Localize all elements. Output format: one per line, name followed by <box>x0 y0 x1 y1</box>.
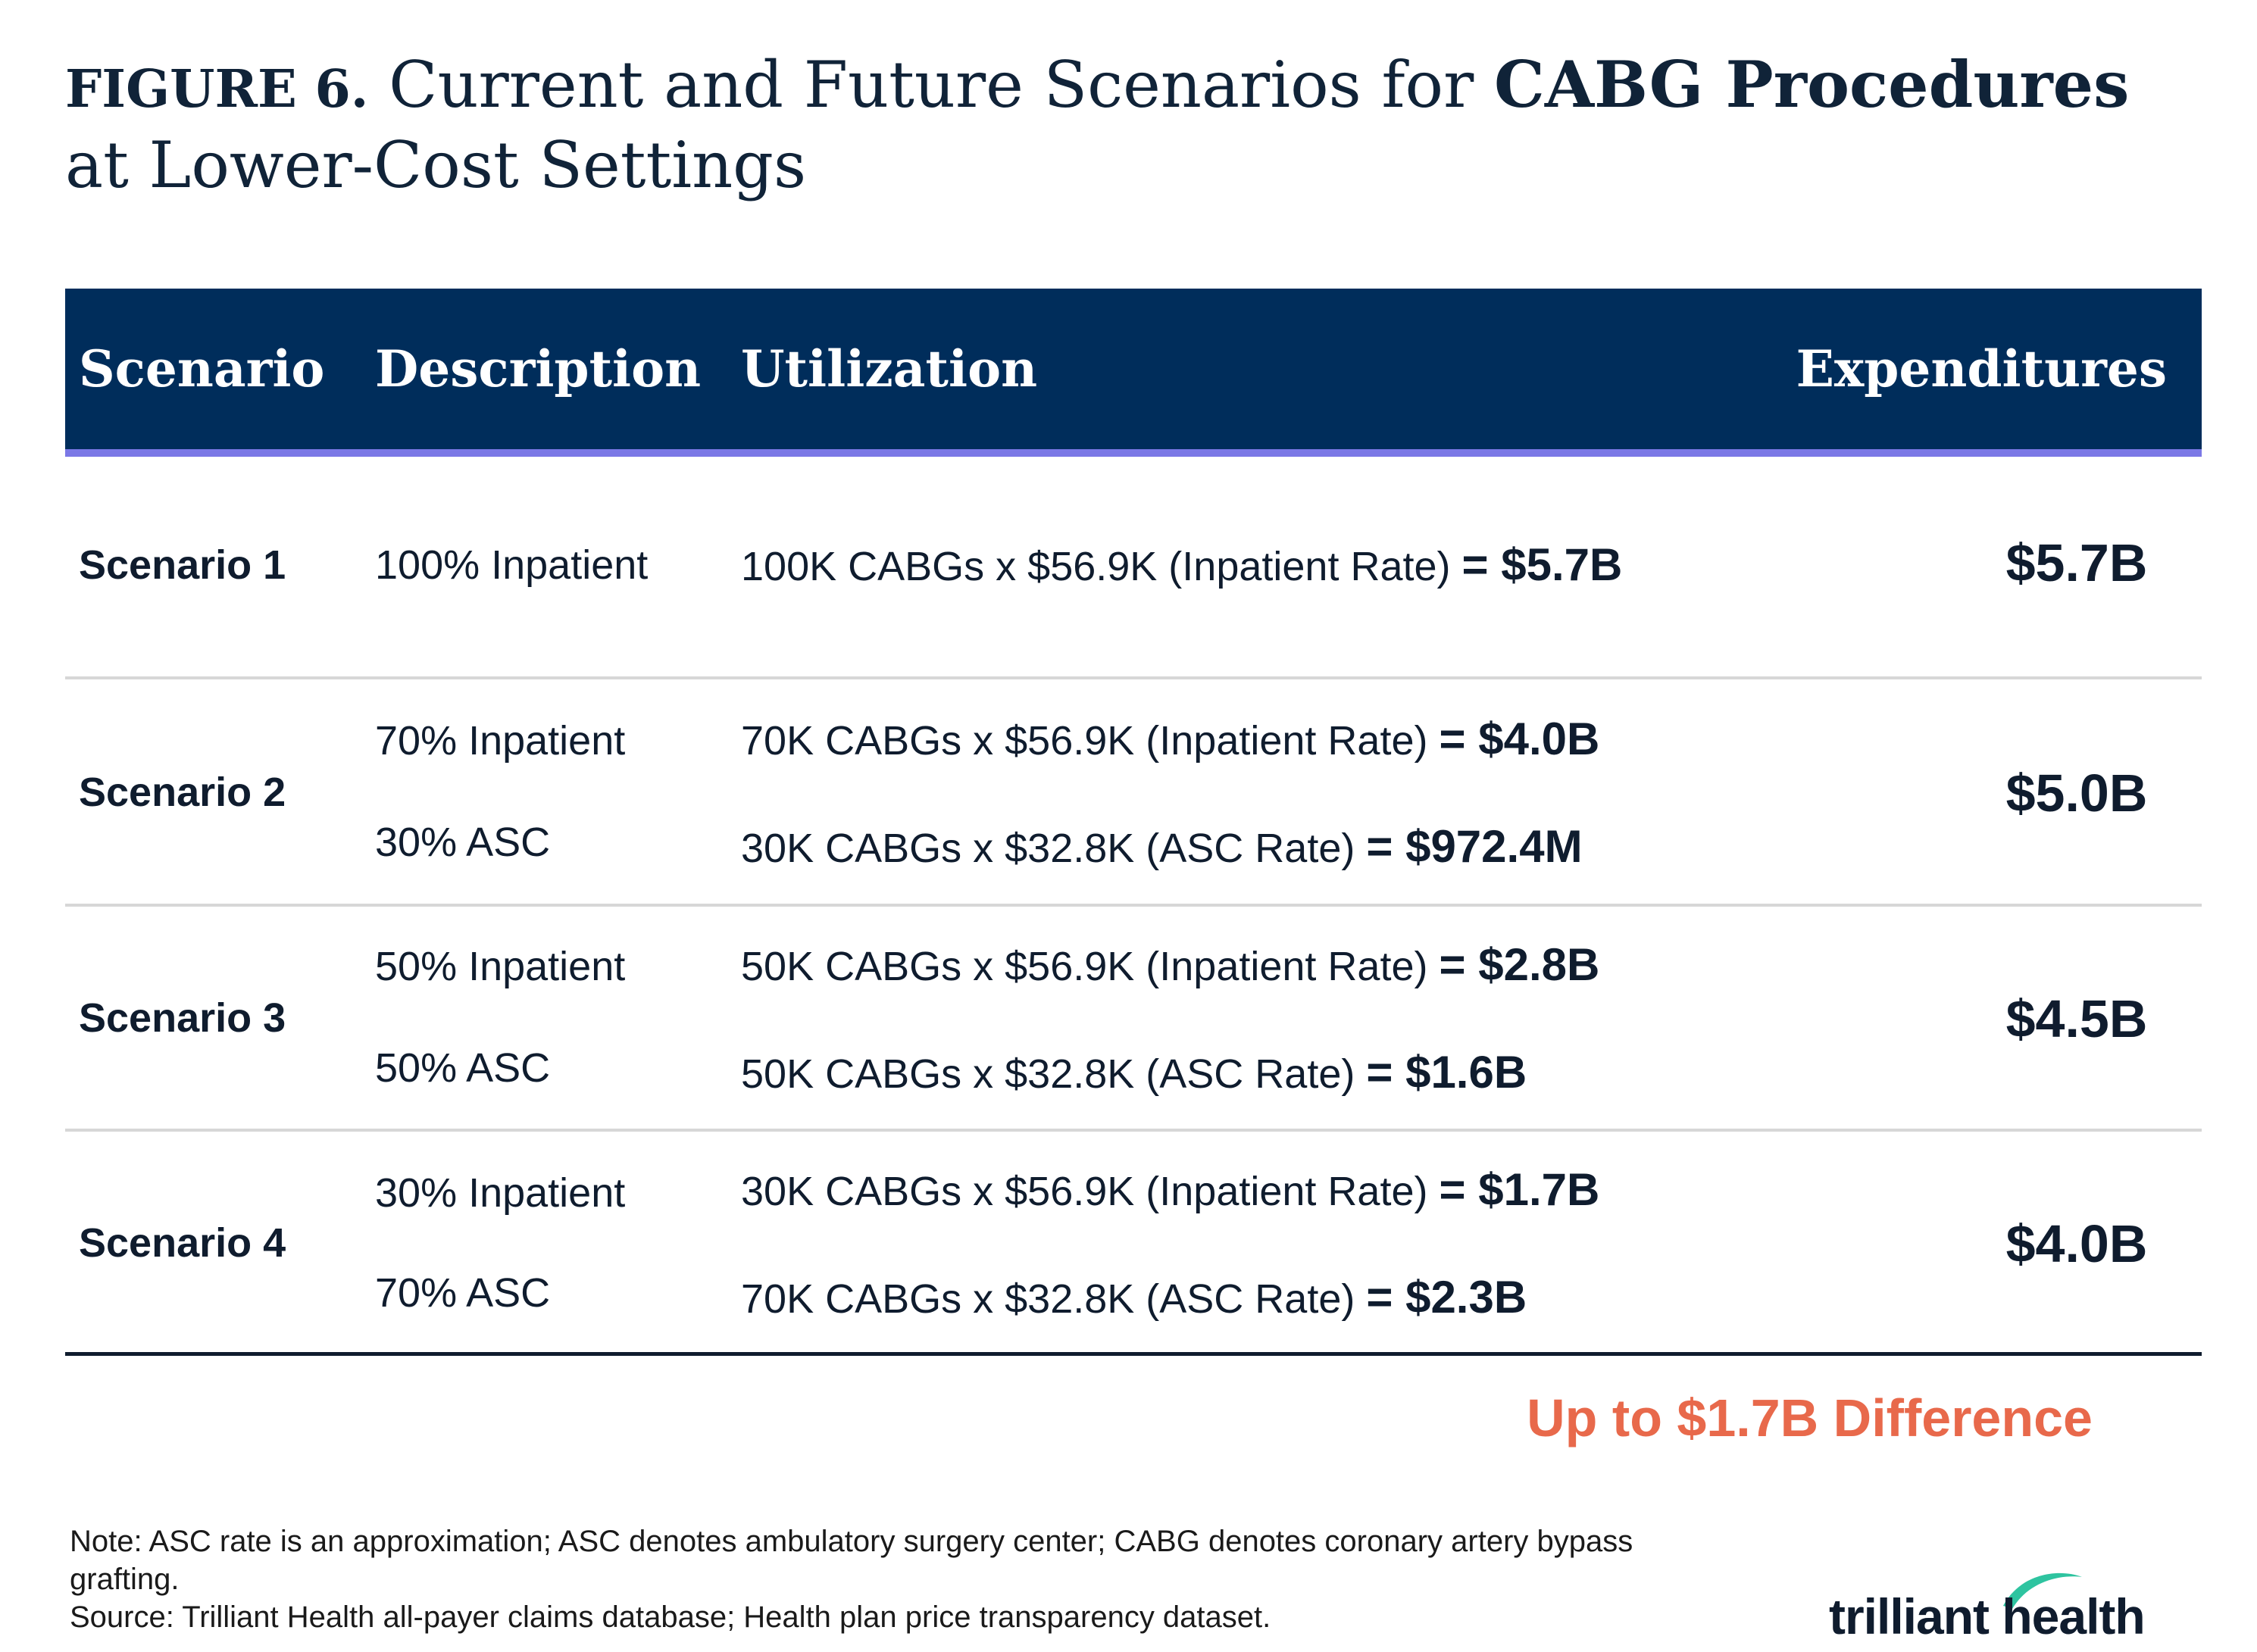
difference-callout: Up to $1.7B Difference <box>1527 1388 2093 1447</box>
expenditure-value: $4.5B <box>2005 989 2148 1048</box>
title-text-after: at Lower-Cost Settings <box>65 128 807 202</box>
scenario-label: Scenario 2 <box>79 770 286 815</box>
utilization-line: 50K CABGs x $32.8K (ASC Rate) = $1.6B <box>741 1046 1527 1098</box>
utilization-result: = $2.8B <box>1439 939 1600 990</box>
source-text: Source: Trilliant Health all-payer claim… <box>70 1600 1271 1634</box>
utilization-formula: 70K CABGs x $56.9K (Inpatient Rate) <box>741 718 1428 764</box>
table-row: Scenario 1 100% Inpatient 100K CABGs x $… <box>65 457 2202 676</box>
logo-text: trilliant health <box>1829 1588 2146 1644</box>
scenario-label: Scenario 4 <box>79 1220 286 1266</box>
utilization-line: 30K CABGs x $56.9K (Inpatient Rate) = $1… <box>741 1163 1599 1216</box>
title-text-before: Current and Future Scenarios for <box>389 48 1474 122</box>
title-text-bold: CABG Procedures <box>1493 47 2130 122</box>
utilization-result: = $1.6B <box>1366 1047 1527 1098</box>
table-header: Scenario Description Utilization Expendi… <box>65 289 2202 457</box>
expenditure-value: $5.0B <box>2005 764 2148 823</box>
utilization-result: = $5.7B <box>1461 539 1623 590</box>
figure-title: FIGURE 6. Current and Future Scenarios f… <box>65 47 2171 203</box>
description-text: 30% ASC <box>375 820 551 865</box>
utilization-result: = $2.3B <box>1366 1272 1527 1323</box>
header-description: Description <box>375 339 702 398</box>
description-text: 50% Inpatient <box>375 944 626 989</box>
utilization-result: = $4.0B <box>1439 714 1600 764</box>
expenditure-value: $5.7B <box>2005 533 2148 592</box>
row-divider <box>65 904 2202 907</box>
scenario-label: Scenario 3 <box>79 995 286 1041</box>
expenditure-value: $4.0B <box>2005 1214 2148 1273</box>
utilization-formula: 30K CABGs x $32.8K (ASC Rate) <box>741 826 1355 871</box>
description-text: 50% ASC <box>375 1045 551 1091</box>
header-expenditures: Expenditures <box>1796 339 2167 398</box>
row-divider <box>65 676 2202 679</box>
utilization-line: 70K CABGs x $56.9K (Inpatient Rate) = $4… <box>741 713 1599 765</box>
utilization-formula: 50K CABGs x $32.8K (ASC Rate) <box>741 1051 1355 1097</box>
description-text: 70% Inpatient <box>375 718 626 764</box>
table-row: Scenario 4 30% Inpatient 70% ASC 30K CAB… <box>65 1132 2202 1352</box>
utilization-result: = $972.4M <box>1366 821 1583 872</box>
table-row: Scenario 3 50% Inpatient 50% ASC 50K CAB… <box>65 907 2202 1129</box>
utilization-line: 70K CABGs x $32.8K (ASC Rate) = $2.3B <box>741 1271 1527 1323</box>
row-divider <box>65 1129 2202 1132</box>
utilization-result: = $1.7B <box>1439 1164 1600 1215</box>
utilization-formula: 30K CABGs x $56.9K (Inpatient Rate) <box>741 1169 1428 1214</box>
scenario-label: Scenario 1 <box>79 542 286 588</box>
utilization-line: 30K CABGs x $32.8K (ASC Rate) = $972.4M <box>741 820 1583 873</box>
header-scenario: Scenario <box>79 339 325 398</box>
utilization-formula: 50K CABGs x $56.9K (Inpatient Rate) <box>741 944 1428 989</box>
description-text: 100% Inpatient <box>375 542 649 588</box>
utilization-line: 100K CABGs x $56.9K (Inpatient Rate) = $… <box>741 539 1622 591</box>
description-text: 30% Inpatient <box>375 1170 626 1216</box>
swoosh-logo-icon <box>2003 1572 2082 1609</box>
trilliant-health-logo: trilliant health <box>1824 1566 2196 1650</box>
description-text: 70% ASC <box>375 1270 551 1316</box>
utilization-line: 50K CABGs x $56.9K (Inpatient Rate) = $2… <box>741 938 1599 991</box>
header-utilization: Utilization <box>741 339 1038 398</box>
table-bottom-rule <box>65 1352 2202 1356</box>
utilization-formula: 100K CABGs x $56.9K (Inpatient Rate) <box>741 544 1451 589</box>
notes-block: Note: ASC rate is an approximation; ASC … <box>70 1522 1737 1636</box>
note-text: Note: ASC rate is an approximation; ASC … <box>70 1525 1633 1596</box>
utilization-formula: 70K CABGs x $32.8K (ASC Rate) <box>741 1276 1355 1322</box>
table-row: Scenario 2 70% Inpatient 30% ASC 70K CAB… <box>65 679 2202 904</box>
figure-label: FIGURE 6. <box>65 59 369 120</box>
